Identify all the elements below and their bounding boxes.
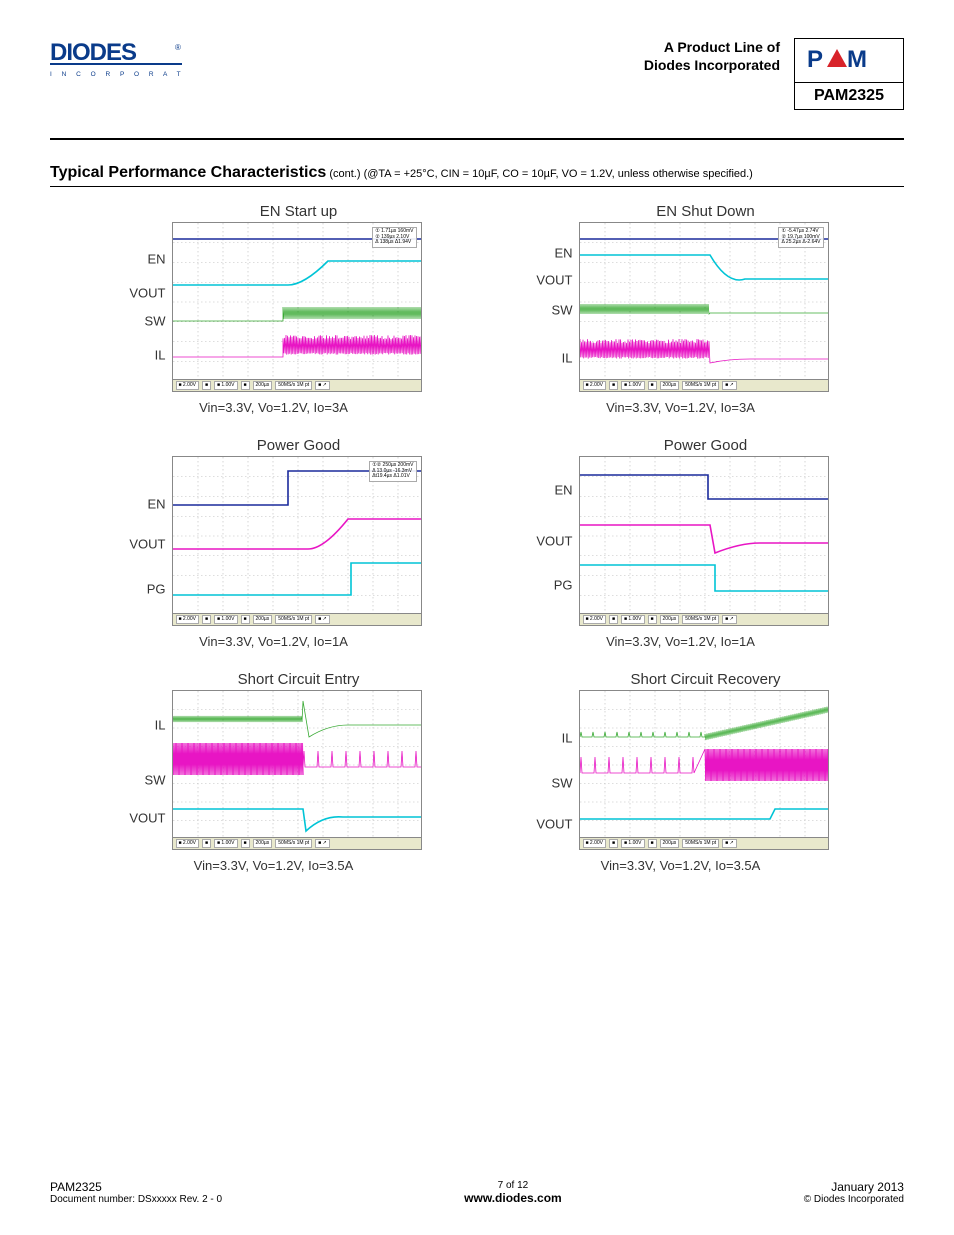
scope-pg-off: Power Good EN VOUT PG ■ 2.00V■■ 1.00V■200µ… <box>517 437 844 649</box>
scope-signal-label: VOUT <box>536 817 572 832</box>
scope-caption: Vin=3.3V, Vo=1.2V, Io=1A <box>199 634 348 649</box>
scope-screen: ■ 2.00V■■ 1.00V■200µs50MS/s 1M pt■ ↗ <box>579 456 829 626</box>
scope-title: Short Circuit Recovery <box>517 671 844 688</box>
scope-labels: EN VOUT PG <box>126 456 172 626</box>
scope-grid: EN Start up EN VOUT SW IL ① 1.71µs 160mV② 1… <box>50 203 904 873</box>
scope-signal-label: IL <box>562 351 573 366</box>
scope-signal-label: SW <box>552 775 573 790</box>
scope-signal-label: SW <box>145 772 166 787</box>
scope-title: EN Start up <box>110 203 437 220</box>
footer-part: PAM2325 <box>50 1180 222 1194</box>
scope-screen: ①② 250µs 200mVΔ 13.0µs -16.3mVΔt19.4µs Δ… <box>172 456 422 626</box>
scope-status-bar: ■ 2.00V■■ 1.00V■200µs50MS/s 1M pt■ ↗ <box>580 837 828 849</box>
scope-screen: ① -5.47µs 2.74V② 19.7µs 100mVΔ 25.2µs Δ-… <box>579 222 829 392</box>
scope-status-bar: ■ 2.00V■■ 1.00V■200µs50MS/s 1M pt■ ↗ <box>580 379 828 391</box>
scope-figure: EN VOUT PG ①② 250µs 200mVΔ 13.0µs -16.3mVΔ… <box>126 456 422 626</box>
scope-signal-label: IL <box>562 731 573 746</box>
pam-logo: P M <box>795 39 903 82</box>
section-title: Typical Performance Characteristics <box>50 164 326 181</box>
footer-left: PAM2325 Document number: DSxxxxx Rev. 2 … <box>50 1180 222 1205</box>
scope-status-bar: ■ 2.00V■■ 1.00V■200µs50MS/s 1M pt■ ↗ <box>173 379 421 391</box>
scope-title: Power Good <box>110 437 437 454</box>
pam-box: P M PAM2325 <box>794 38 904 110</box>
product-line-1: A Product Line of <box>644 38 780 56</box>
scope-status-bar: ■ 2.00V■■ 1.00V■200µs50MS/s 1M pt■ ↗ <box>173 613 421 625</box>
scope-figure: EN VOUT PG ■ 2.00V■■ 1.00V■200µs50MS/s 1M … <box>533 456 829 626</box>
scope-caption: Vin=3.3V, Vo=1.2V, Io=3.5A <box>601 858 761 873</box>
part-number-label: PAM2325 <box>795 82 903 109</box>
scope-figure: EN VOUT SW IL ① -5.47µs 2.74V② 19.7µs 100mV… <box>533 222 829 392</box>
scope-en-startup: EN Start up EN VOUT SW IL ① 1.71µs 160mV② 1… <box>110 203 437 415</box>
scope-signal-label: EN <box>147 252 165 267</box>
scope-signal-label: VOUT <box>129 537 165 552</box>
scope-signal-label: PG <box>554 578 573 593</box>
scope-caption: Vin=3.3V, Vo=1.2V, Io=3A <box>199 400 348 415</box>
footer-doc: Document number: DSxxxxx Rev. 2 - 0 <box>50 1194 222 1205</box>
scope-sc-entry: Short Circuit Entry IL SW VOUT ■ 2.00V■■ 1… <box>110 671 437 873</box>
svg-text:®: ® <box>175 43 181 52</box>
scope-title: Short Circuit Entry <box>110 671 437 688</box>
product-line-text: A Product Line of Diodes Incorporated <box>644 38 780 74</box>
svg-text:DIODES: DIODES <box>50 39 137 66</box>
footer-copyright: © Diodes Incorporated <box>804 1194 904 1205</box>
scope-en-shutdown: EN Shut Down EN VOUT SW IL ① -5.47µs 2.74V②… <box>517 203 844 415</box>
scope-signal-label: SW <box>552 303 573 318</box>
header-right: A Product Line of Diodes Incorporated P … <box>644 38 904 110</box>
section-conditions: (cont.) (@TA = +25°C, CIN = 10µF, CO = 1… <box>326 168 753 180</box>
scope-figure: IL SW VOUT ■ 2.00V■■ 1.00V■200µs50MS/s 1M … <box>126 690 422 850</box>
scope-signal-label: VOUT <box>536 272 572 287</box>
scope-signal-label: EN <box>147 496 165 511</box>
scope-title: Power Good <box>517 437 844 454</box>
svg-text:M: M <box>847 46 867 73</box>
scope-info-box: ①② 250µs 200mVΔ 13.0µs -16.3mVΔt19.4µs Δ… <box>369 461 416 482</box>
product-line-2: Diodes Incorporated <box>644 56 780 74</box>
header: DIODES I N C O R P O R A T E D ® A Produ… <box>50 38 904 110</box>
scope-labels: EN VOUT SW IL <box>126 222 172 392</box>
scope-signal-label: IL <box>155 347 166 362</box>
section-title-row: Typical Performance Characteristics (con… <box>50 164 904 187</box>
diodes-logo: DIODES I N C O R P O R A T E D ® <box>50 38 190 85</box>
scope-sc-recovery: Short Circuit Recovery IL SW VOUT ■ 2.00V■… <box>517 671 844 873</box>
footer-right: January 2013 © Diodes Incorporated <box>804 1180 904 1205</box>
scope-signal-label: VOUT <box>129 286 165 301</box>
scope-signal-label: IL <box>155 718 166 733</box>
scope-signal-label: PG <box>147 581 166 596</box>
scope-screen: ■ 2.00V■■ 1.00V■200µs50MS/s 1M pt■ ↗ <box>172 690 422 850</box>
separator-thick <box>50 138 904 140</box>
scope-info-box: ① 1.71µs 160mV② 139µs 2.10VΔ 138µs Δ1.94… <box>372 227 416 248</box>
scope-caption: Vin=3.3V, Vo=1.2V, Io=3.5A <box>194 858 354 873</box>
scope-caption: Vin=3.3V, Vo=1.2V, Io=1A <box>606 634 755 649</box>
scope-signal-label: EN <box>554 483 572 498</box>
scope-screen: ① 1.71µs 160mV② 139µs 2.10VΔ 138µs Δ1.94… <box>172 222 422 392</box>
scope-labels: IL SW VOUT <box>126 690 172 850</box>
scope-title: EN Shut Down <box>517 203 844 220</box>
footer: PAM2325 Document number: DSxxxxx Rev. 2 … <box>50 1180 904 1205</box>
scope-screen: ■ 2.00V■■ 1.00V■200µs50MS/s 1M pt■ ↗ <box>579 690 829 850</box>
scope-info-box: ① -5.47µs 2.74V② 19.7µs 100mVΔ 25.2µs Δ-… <box>778 227 823 248</box>
scope-labels: EN VOUT SW IL <box>533 222 579 392</box>
footer-center: 7 of 12 www.diodes.com <box>464 1180 562 1205</box>
scope-signal-label: VOUT <box>536 534 572 549</box>
scope-figure: IL SW VOUT ■ 2.00V■■ 1.00V■200µs50MS/s 1M … <box>533 690 829 850</box>
scope-status-bar: ■ 2.00V■■ 1.00V■200µs50MS/s 1M pt■ ↗ <box>580 613 828 625</box>
scope-labels: EN VOUT PG <box>533 456 579 626</box>
footer-page: 7 of 12 <box>464 1180 562 1191</box>
scope-signal-label: EN <box>554 245 572 260</box>
scope-labels: IL SW VOUT <box>533 690 579 850</box>
scope-figure: EN VOUT SW IL ① 1.71µs 160mV② 139µs 2.10VΔ … <box>126 222 422 392</box>
svg-text:P: P <box>807 46 823 73</box>
scope-signal-label: SW <box>145 313 166 328</box>
scope-pg-on: Power Good EN VOUT PG ①② 250µs 200mVΔ 13.0… <box>110 437 437 649</box>
footer-date: January 2013 <box>804 1180 904 1194</box>
scope-signal-label: VOUT <box>129 811 165 826</box>
svg-text:I N C O R P O R A T E D: I N C O R P O R A T E D <box>50 71 190 78</box>
footer-url: www.diodes.com <box>464 1191 562 1205</box>
scope-status-bar: ■ 2.00V■■ 1.00V■200µs50MS/s 1M pt■ ↗ <box>173 837 421 849</box>
scope-caption: Vin=3.3V, Vo=1.2V, Io=3A <box>606 400 755 415</box>
